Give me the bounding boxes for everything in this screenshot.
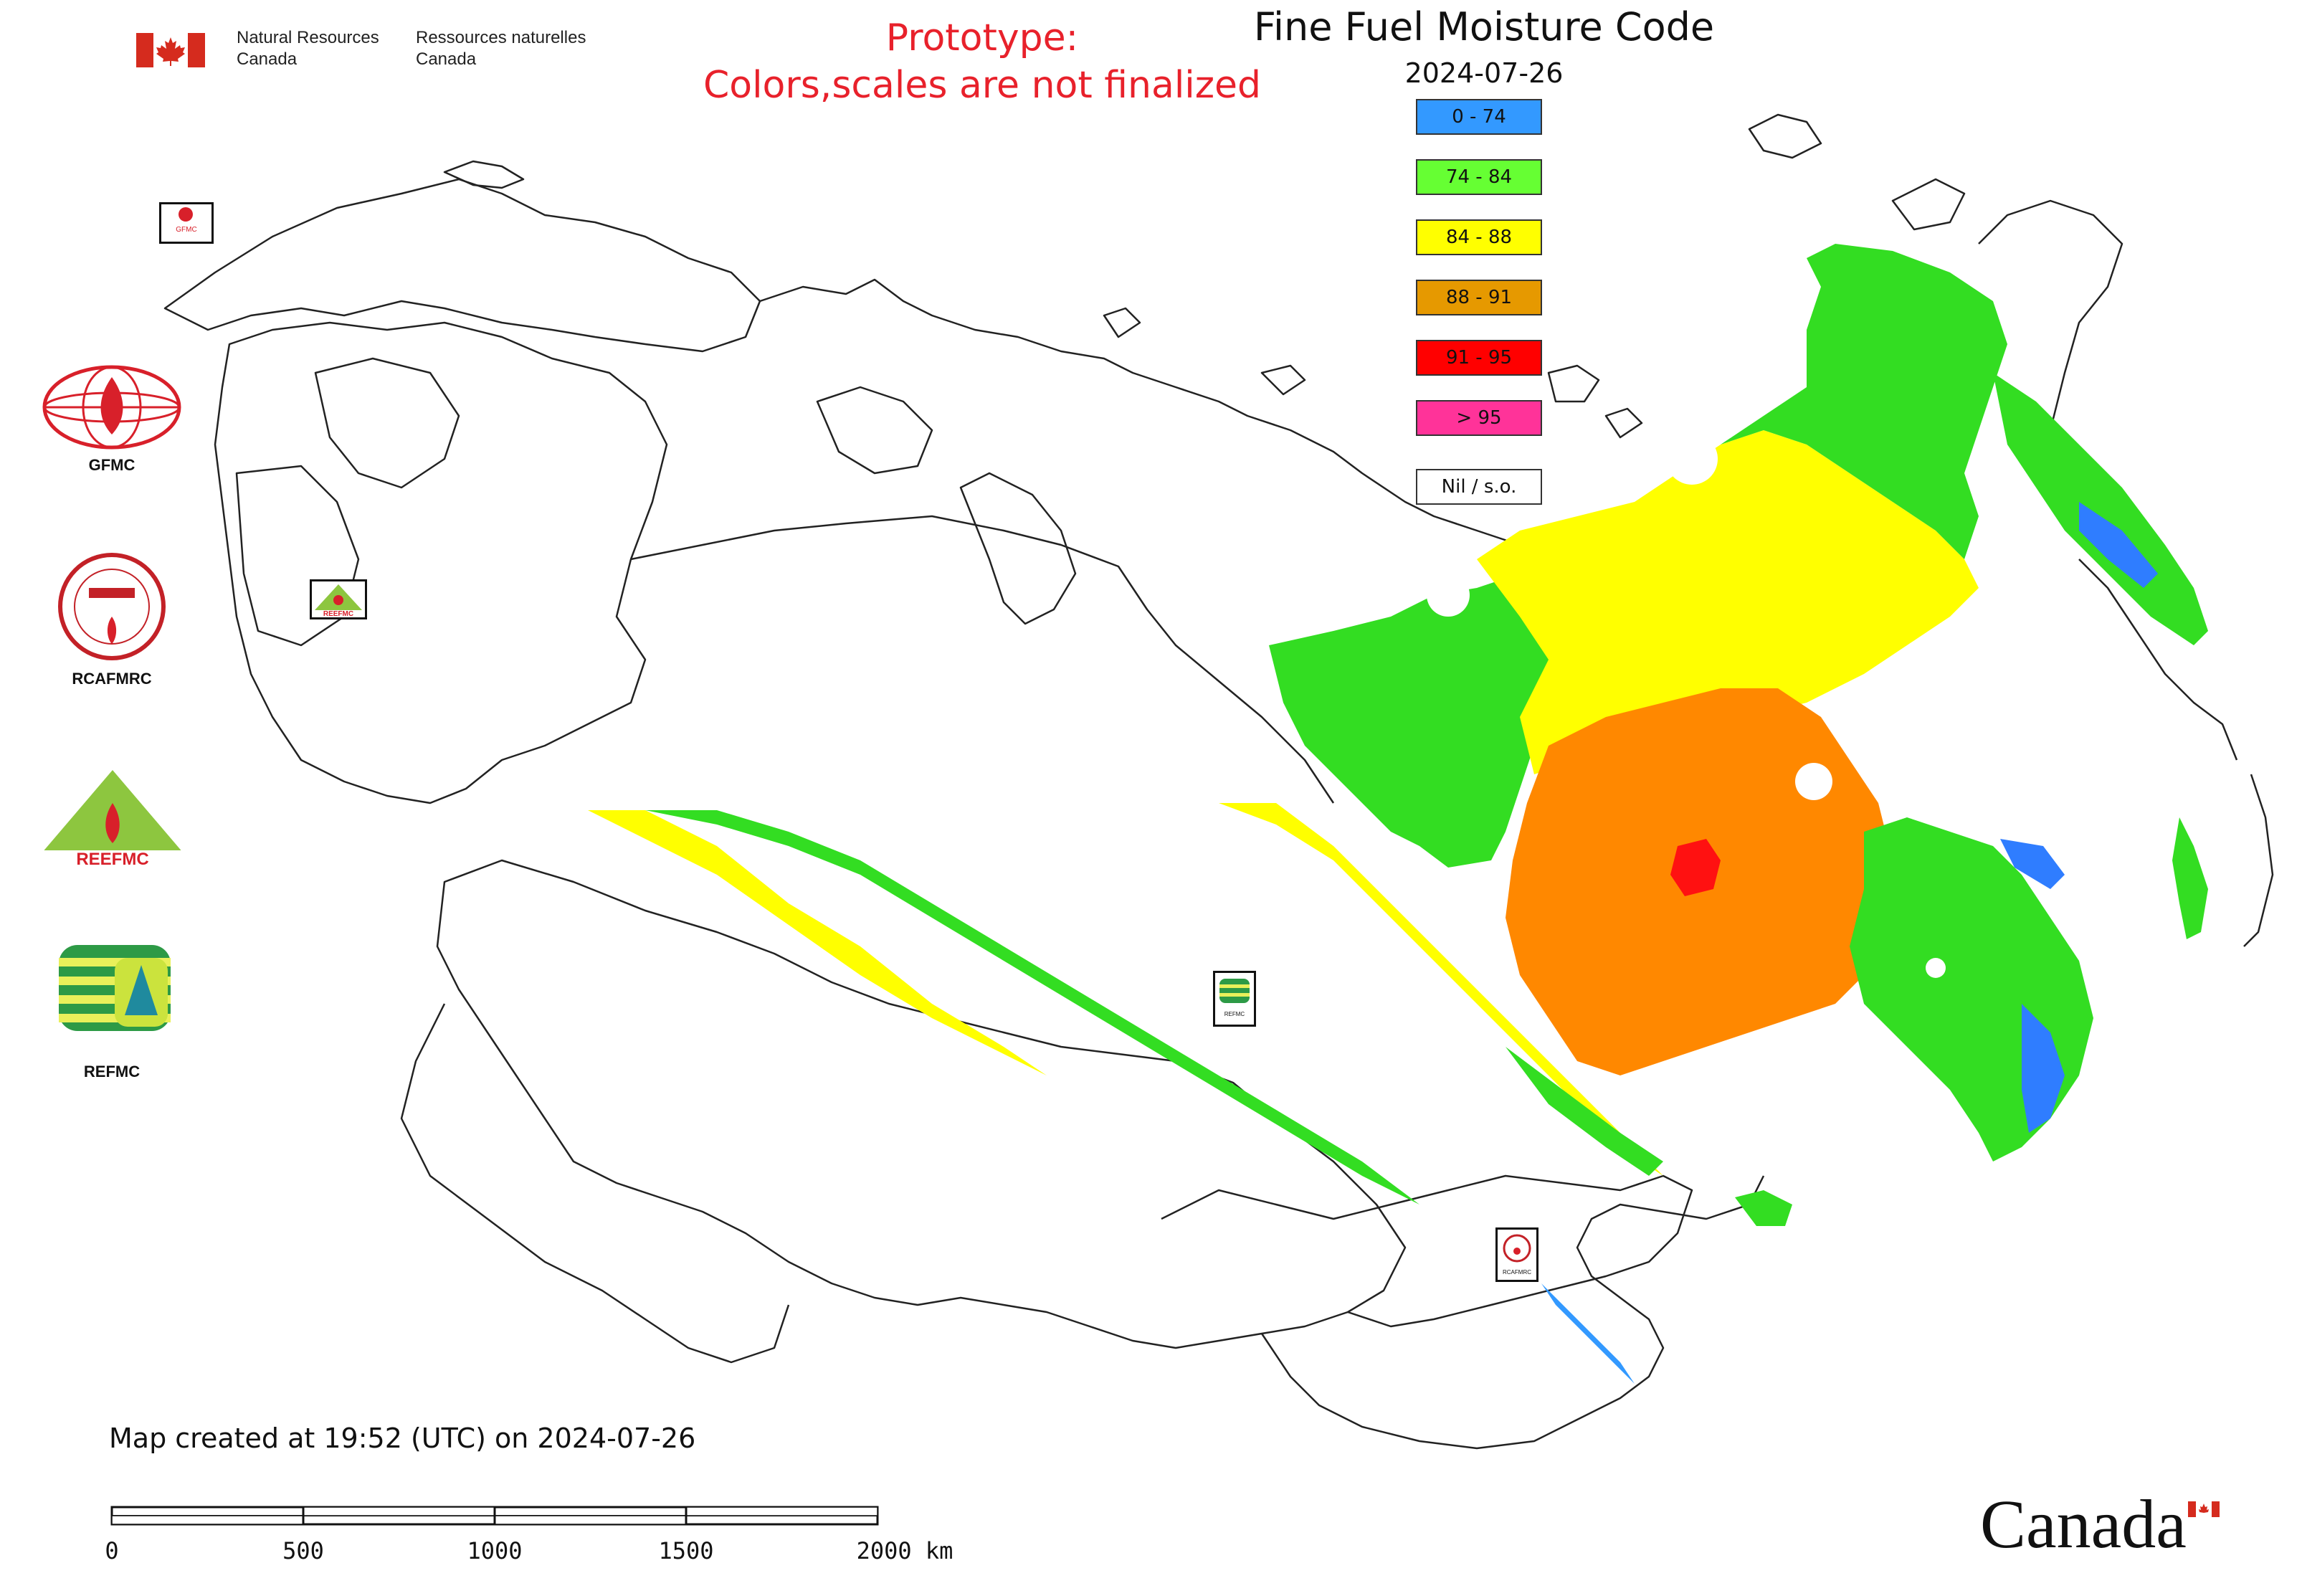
agency-fr-line-1: Ressources naturelles <box>416 28 586 47</box>
legend-label: > 95 <box>1456 407 1502 429</box>
canada-wordmark: Canada <box>1980 1484 2187 1564</box>
marker-reefmc[interactable]: REEFMC <box>310 579 367 619</box>
rcafmrc-marker-icon: RCAFMRC <box>1503 1234 1531 1276</box>
legend-label: 91 - 95 <box>1445 347 1513 369</box>
agency-en-line-2: Canada <box>237 49 298 69</box>
svg-text:REEFMC: REEFMC <box>76 850 148 869</box>
gfmc-logo-icon <box>42 365 181 450</box>
wordmark-flag-icon <box>2188 1501 2220 1517</box>
marker-rcafmrc-label: RCAFMRC <box>1503 1269 1531 1276</box>
marker-rcafmrc[interactable]: RCAFMRC <box>1495 1227 1538 1282</box>
legend-label: Nil / s.o. <box>1441 476 1517 498</box>
refmc-logo-icon <box>59 945 171 1031</box>
legend-label: 88 - 91 <box>1445 287 1513 308</box>
country-borders <box>163 113 2274 1450</box>
map-date: 2024-07-26 <box>1404 57 1564 89</box>
legend-item-88-91: 88 - 91 <box>1416 280 1542 315</box>
canada-wordmark-text: Canada <box>1980 1486 2187 1562</box>
rcafmrc-logo-icon <box>58 553 166 660</box>
legend-item-nil: Nil / s.o. <box>1416 469 1542 505</box>
prototype-banner: Prototype: Colors,scales are not finaliz… <box>631 14 1333 109</box>
legend-item-84-88: 84 - 88 <box>1416 219 1542 255</box>
legend-label: 84 - 88 <box>1445 227 1513 248</box>
scale-tick-1500: 1500 <box>658 1537 714 1564</box>
gfmc-marker-icon <box>179 207 193 222</box>
canada-flag-icon <box>136 33 205 67</box>
scale-tick-0: 0 <box>105 1537 119 1564</box>
reefmc-logo-icon: REEFMC <box>37 770 188 869</box>
scale-tick-2000: 2000 km <box>856 1537 953 1564</box>
agency-name-fr: Ressources naturelles Canada <box>416 27 586 70</box>
refmc-marker-icon: REFMC <box>1219 979 1250 1017</box>
scale-tick-500: 500 <box>282 1537 324 1564</box>
marker-reefmc-label: REEFMC <box>323 610 353 617</box>
legend-label: 74 - 84 <box>1445 166 1513 188</box>
reefmc-marker-icon: REEFMC <box>315 584 362 618</box>
marker-gfmc-label: GFMC <box>176 226 197 234</box>
prototype-banner-line-2: Colors,scales are not finalized <box>703 64 1262 107</box>
marker-gfmc[interactable]: GFMC <box>159 202 214 244</box>
map-created-note: Map created at 19:52 (UTC) on 2024-07-26 <box>109 1422 696 1454</box>
gov-header: Natural Resources Canada Ressources natu… <box>136 27 624 77</box>
rcafmrc-label: RCAFMRC <box>72 670 152 688</box>
legend-item-91-95: 91 - 95 <box>1416 340 1542 376</box>
ffmc-raster <box>588 244 2208 1384</box>
legend-item-0-74: 0 - 74 <box>1416 99 1542 135</box>
agency-en-line-1: Natural Resources <box>237 28 379 47</box>
agency-fr-line-2: Canada <box>416 49 477 69</box>
legend-item-over-95: > 95 <box>1416 400 1542 436</box>
gfmc-label: GFMC <box>88 456 135 474</box>
scale-tick-1000: 1000 <box>467 1537 523 1564</box>
marker-refmc-label: REFMC <box>1224 1011 1245 1017</box>
legend-label: 0 - 74 <box>1452 106 1506 128</box>
refmc-label: REFMC <box>83 1063 141 1080</box>
map-title: Fine Fuel Moisture Code <box>1253 4 1715 49</box>
scale-bar <box>110 1506 879 1526</box>
marker-refmc[interactable]: REFMC <box>1213 971 1256 1027</box>
agency-name-en: Natural Resources Canada <box>237 27 379 70</box>
prototype-banner-line-1: Prototype: <box>885 16 1079 60</box>
legend-item-74-84: 74 - 84 <box>1416 159 1542 195</box>
